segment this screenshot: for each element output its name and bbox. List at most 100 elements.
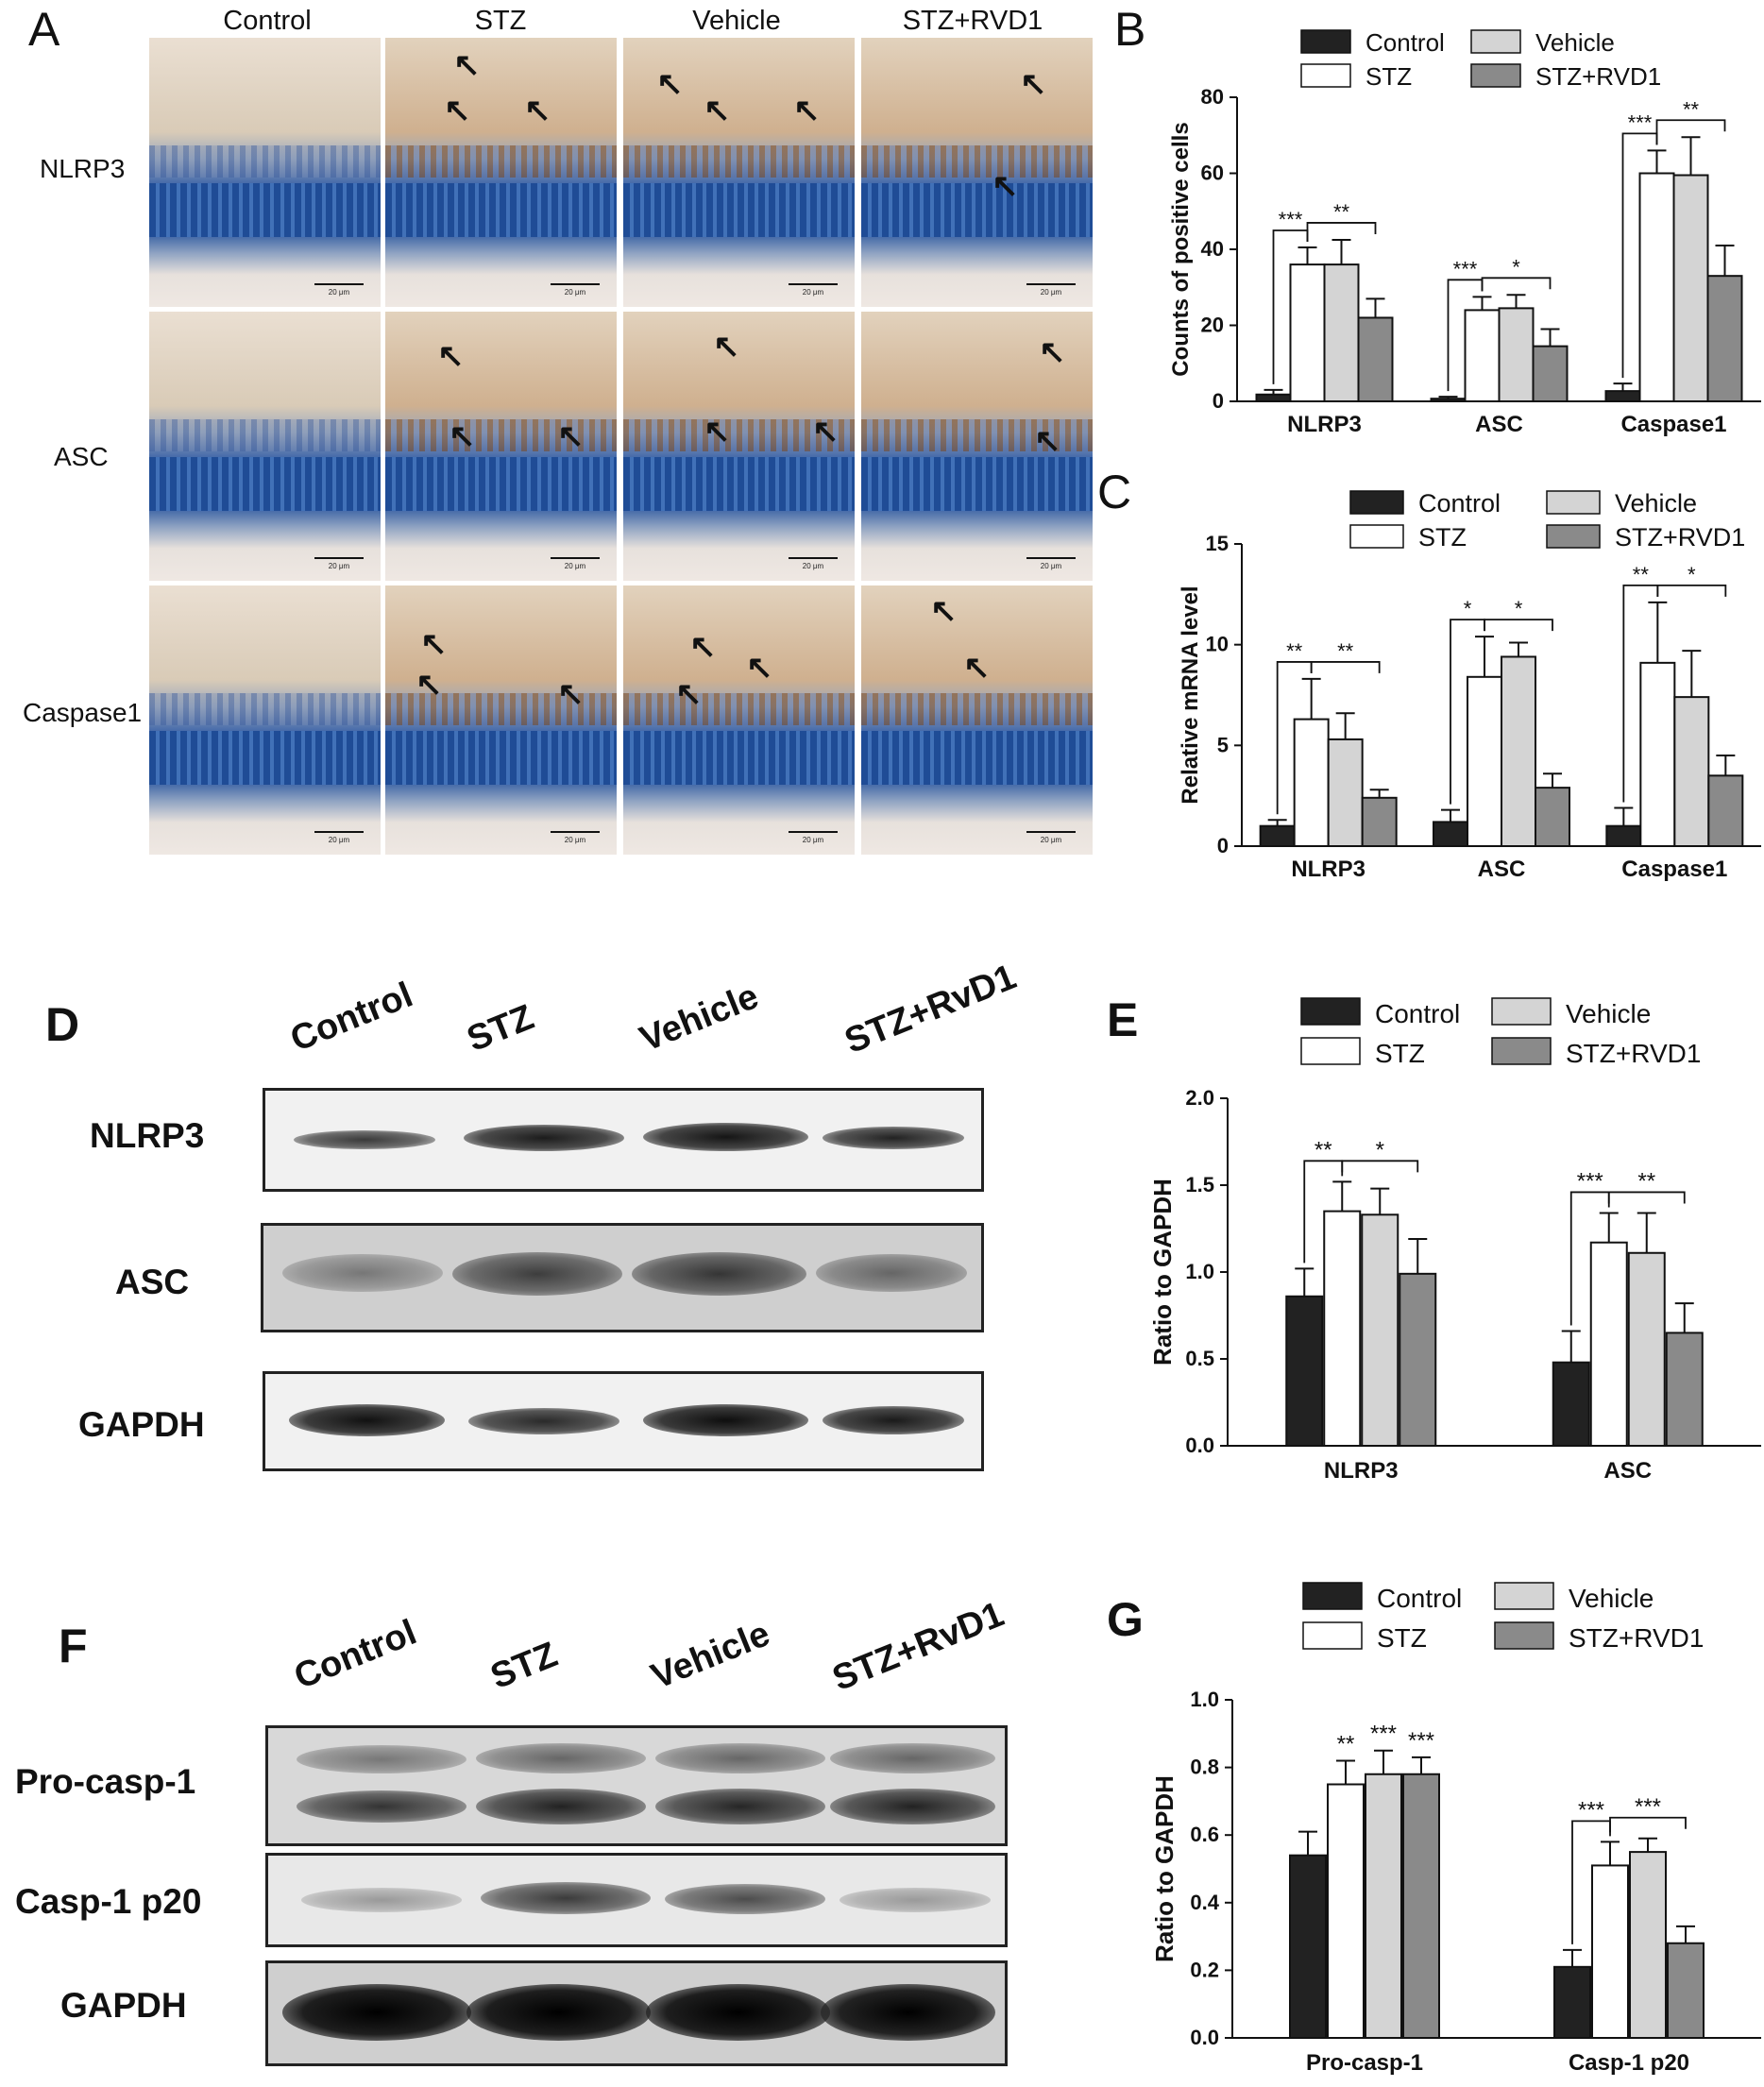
band (464, 1125, 624, 1151)
panel-a-row-asc: ASC (54, 442, 109, 471)
bar (1464, 309, 1501, 402)
bar (1289, 263, 1326, 402)
arrow-icon: ↖ (992, 168, 1019, 204)
y-axis-label: Ratio to GAPDH (1150, 1775, 1179, 1962)
significance-label: *** (1628, 110, 1653, 134)
band (481, 1882, 651, 1914)
arrow-icon: ↖ (420, 626, 448, 662)
legend-swatch (1546, 524, 1601, 549)
scale-bar-label: 20 μm (564, 836, 586, 844)
band (840, 1888, 991, 1912)
legend-swatch (1491, 1037, 1552, 1065)
legend-label: Control (1377, 1584, 1462, 1613)
legend-swatch (1300, 29, 1351, 54)
legend-swatch (1494, 1582, 1554, 1610)
y-tick-label: 10 (1206, 633, 1229, 656)
x-tick-label: Casp-1 p20 (1569, 2050, 1689, 2076)
band (282, 1984, 471, 2041)
panel-f-row-pro-casp1: Pro-casp-1 (15, 1762, 196, 1801)
tissue-layer (149, 693, 381, 726)
arrow-icon: ↖ (453, 47, 481, 83)
x-tick-label: ASC (1603, 1458, 1652, 1484)
band (655, 1789, 825, 1824)
arrow-icon: ↖ (444, 93, 471, 128)
legend-label: Vehicle (1615, 489, 1697, 518)
significance-label: ** (1683, 97, 1700, 121)
legend-label: STZ+RVD1 (1569, 1623, 1704, 1653)
significance-bracket (1655, 119, 1726, 145)
legend-label: STZ (1365, 62, 1412, 91)
y-tick-label: 15 (1206, 532, 1229, 555)
legend-swatch (1349, 490, 1404, 515)
nuclei-layer (385, 182, 617, 237)
band (294, 1130, 435, 1149)
panel-label: G (1107, 1593, 1144, 1646)
tissue-layer (149, 419, 381, 452)
panel-d-row-gapdh: GAPDH (78, 1405, 205, 1444)
blot-d-asc (261, 1223, 984, 1332)
bar (1402, 1773, 1440, 2039)
scale-bar (551, 283, 600, 285)
bar (1604, 390, 1641, 403)
tissue-layer (623, 693, 855, 726)
blot-d-nlrp3 (263, 1088, 984, 1192)
band (632, 1252, 806, 1296)
micrograph-tile: 20 μm (149, 38, 381, 307)
significance-label: ** (1286, 639, 1303, 663)
legend-swatch (1546, 490, 1601, 515)
y-tick-label: 60 (1201, 161, 1224, 185)
arrow-icon: ↖ (689, 629, 717, 665)
micrograph-tile: 20 μm (861, 585, 1093, 855)
legend-swatch (1300, 1037, 1361, 1065)
x-tick-label: NLRP3 (1324, 1458, 1399, 1484)
micrograph-tile: 20 μm (149, 585, 381, 855)
panel-d-row-asc: ASC (115, 1263, 190, 1301)
scale-bar-label: 20 μm (564, 288, 586, 297)
bar (1706, 275, 1743, 402)
bar (1605, 824, 1642, 847)
panel-f-lane-stz-rvd1: STZ+RvD1 (826, 1594, 1009, 1700)
arrow-icon: ↖ (1039, 334, 1066, 370)
legend-swatch (1491, 997, 1552, 1026)
scale-bar-label: 20 μm (802, 836, 824, 844)
y-tick-label: 40 (1201, 237, 1224, 261)
nuclei-layer (149, 182, 381, 237)
panel-d-lane-vehicle: Vehicle (634, 976, 765, 1060)
nuclei-layer (623, 456, 855, 511)
scale-bar (314, 831, 364, 833)
x-tick-label: Caspase1 (1621, 857, 1727, 882)
bar (1535, 787, 1570, 847)
significance-label: ** (1337, 1731, 1355, 1756)
significance-label: * (1376, 1137, 1384, 1162)
panel-d-row-nlrp3: NLRP3 (90, 1116, 205, 1155)
bar (1498, 307, 1535, 403)
legend-label: Control (1365, 28, 1445, 57)
tissue-layer (385, 693, 617, 726)
significance-label: ** (1333, 200, 1350, 224)
significance-label: ** (1633, 563, 1650, 586)
bar (1365, 1773, 1402, 2039)
y-tick-label: 5 (1217, 733, 1229, 756)
legend-label: STZ+RVD1 (1566, 1039, 1701, 1068)
bar (1672, 174, 1709, 402)
arrow-icon: ↖ (557, 676, 585, 712)
band (816, 1254, 967, 1292)
band (823, 1127, 964, 1149)
nuclei-layer (861, 730, 1093, 785)
panel-d-lane-control: Control (284, 975, 418, 1060)
tissue-layer (623, 145, 855, 178)
x-tick-label: NLRP3 (1291, 857, 1365, 882)
tissue-layer (861, 145, 1093, 178)
arrow-icon: ↖ (656, 66, 684, 102)
scale-bar-label: 20 μm (1040, 836, 1062, 844)
panel-a-col-vehicle: Vehicle (692, 6, 781, 36)
blot-f-gapdh (265, 1960, 1008, 2066)
band (655, 1743, 825, 1773)
scale-bar (551, 831, 600, 833)
band (643, 1404, 808, 1436)
bar (1361, 1213, 1399, 1447)
scale-bar-label: 20 μm (802, 288, 824, 297)
band (643, 1123, 808, 1151)
arrow-icon: ↖ (1020, 66, 1047, 102)
micrograph-tile: 20 μm (623, 585, 855, 855)
